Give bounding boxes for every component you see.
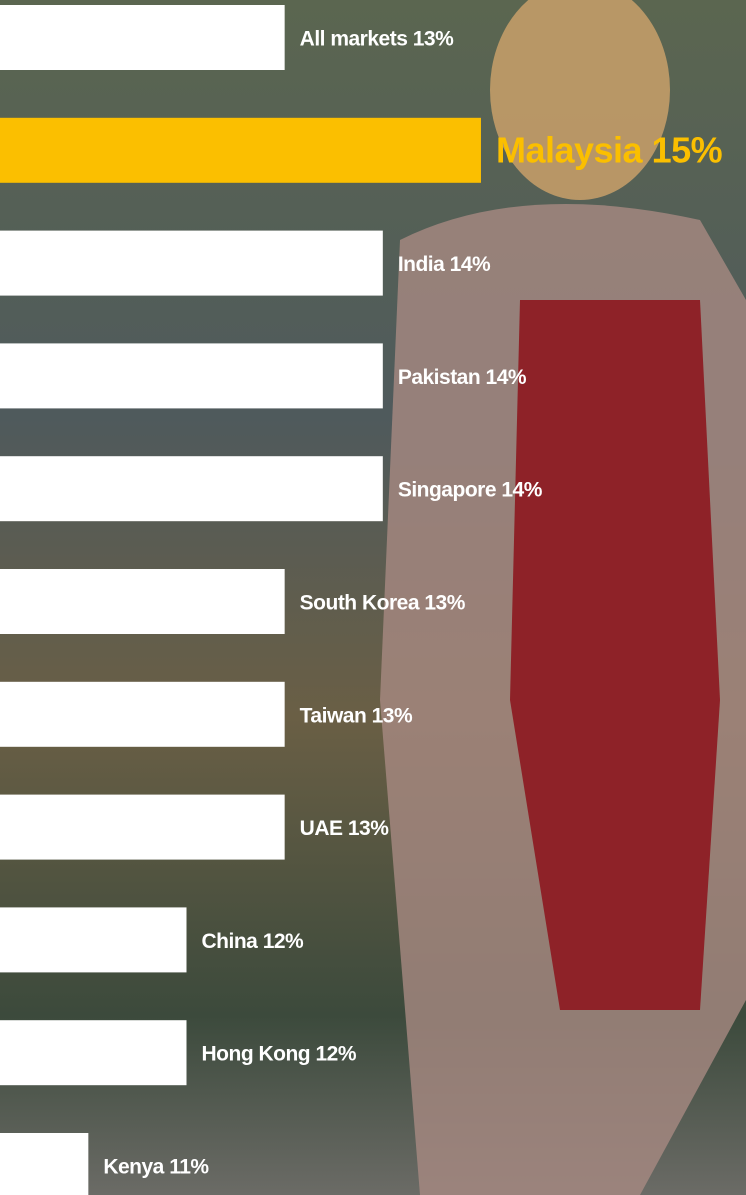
bar-label: Pakistan 14% <box>398 365 527 388</box>
category-label: Kenya <box>103 1155 164 1178</box>
bar-label: China 12% <box>202 929 305 952</box>
value-label: 13% <box>348 817 389 840</box>
value-label: 15% <box>652 129 723 170</box>
category-label: South Korea <box>300 591 420 614</box>
bar <box>0 343 383 409</box>
background-figure-head <box>490 0 670 200</box>
category-label: Singapore <box>398 478 496 501</box>
value-label: 12% <box>263 929 304 952</box>
bar <box>0 117 481 183</box>
bar <box>0 794 285 860</box>
value-label: 12% <box>315 1042 356 1065</box>
bar-label: UAE 13% <box>300 817 390 840</box>
category-label: Taiwan <box>300 704 367 727</box>
category-label: China <box>202 929 259 952</box>
background-figure-dress <box>510 300 720 1010</box>
value-label: 14% <box>450 253 491 276</box>
bar <box>0 230 383 296</box>
bar-label: All markets 13% <box>300 27 454 50</box>
bar-label: Hong Kong 12% <box>202 1042 357 1065</box>
value-label: 13% <box>413 27 454 50</box>
category-label: Hong Kong <box>202 1042 311 1065</box>
bar-label: Kenya 11% <box>103 1155 209 1178</box>
category-label: Pakistan <box>398 365 480 388</box>
bar-label: Malaysia 15% <box>496 129 723 170</box>
bar <box>0 907 187 973</box>
bar <box>0 5 285 70</box>
bar-label: Singapore 14% <box>398 478 543 501</box>
bar-label: Taiwan 13% <box>300 704 413 727</box>
value-label: 14% <box>486 365 527 388</box>
category-label: Malaysia <box>496 129 644 170</box>
bar <box>0 681 285 747</box>
bar-label: South Korea 13% <box>300 591 466 614</box>
bar <box>0 1133 89 1195</box>
category-label: All markets <box>300 27 408 50</box>
value-label: 11% <box>169 1155 209 1178</box>
category-label: India <box>398 253 445 276</box>
value-label: 14% <box>501 478 542 501</box>
bar <box>0 456 383 522</box>
value-label: 13% <box>424 591 465 614</box>
bar <box>0 1020 187 1086</box>
bar-label: India 14% <box>398 253 491 276</box>
bar <box>0 569 285 634</box>
category-label: UAE <box>300 817 343 840</box>
value-label: 13% <box>372 704 413 727</box>
